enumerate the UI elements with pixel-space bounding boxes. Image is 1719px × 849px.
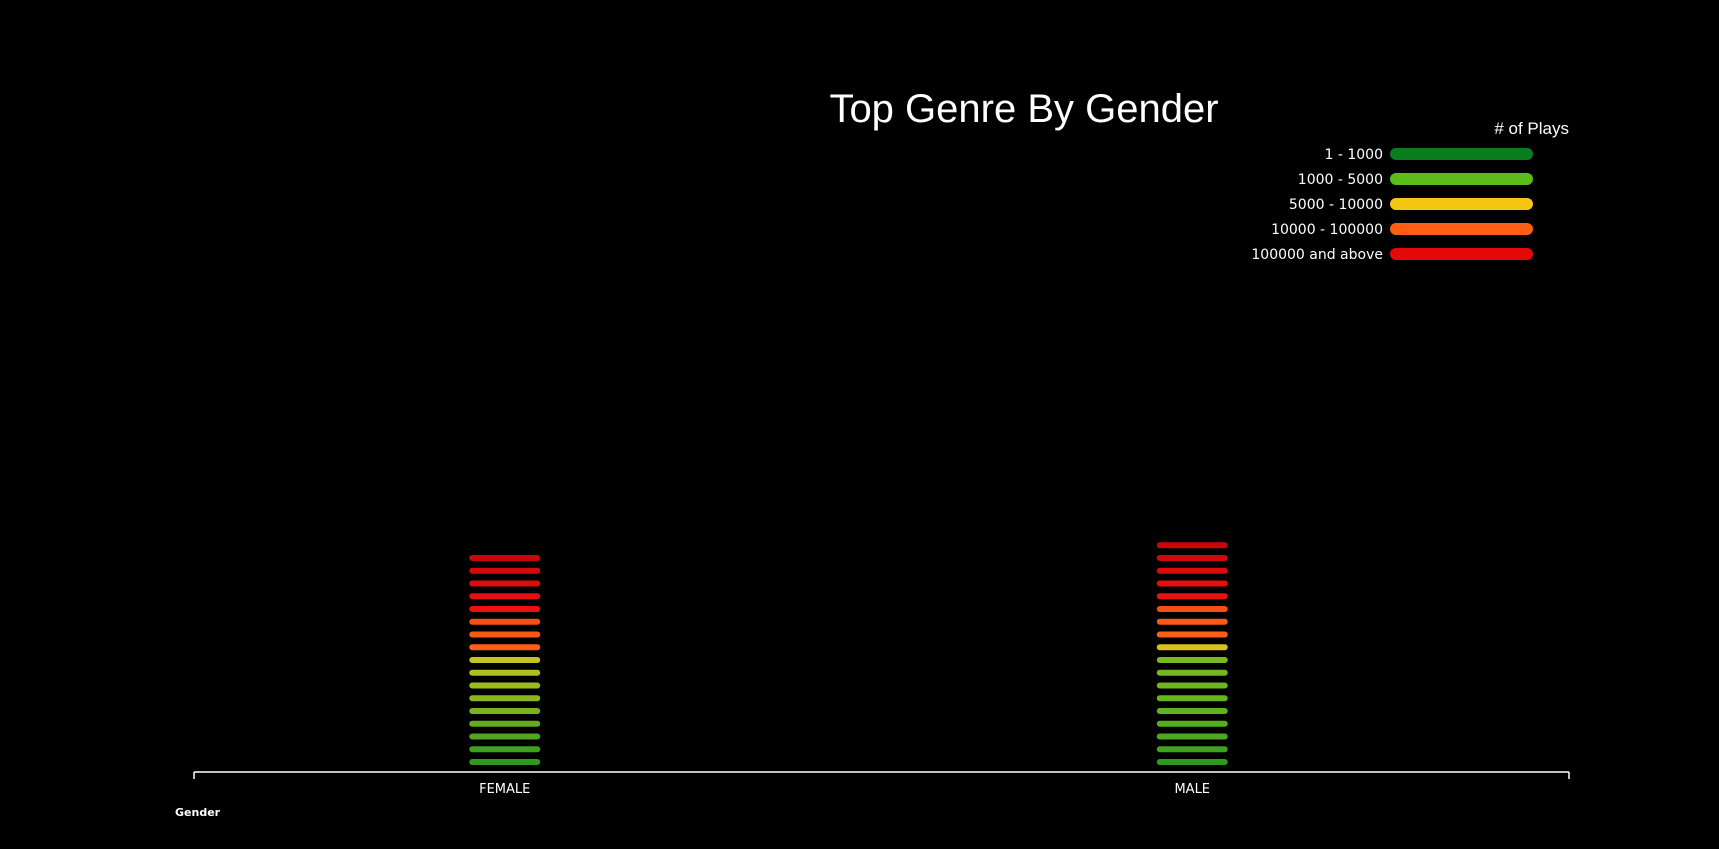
bar-segment-male	[1156, 657, 1228, 663]
bar-segment-female	[469, 720, 541, 727]
plot-area: FEMALE MALE Gender	[175, 542, 1570, 819]
bar-segment-male	[1156, 606, 1228, 612]
bar-segment-male	[1156, 567, 1228, 574]
x-axis: FEMALE MALE	[193, 771, 1570, 797]
bar-segment-male	[1156, 708, 1228, 714]
bar-segment-female	[469, 555, 541, 561]
bar-segment-female	[469, 657, 541, 663]
legend-label: 1 - 1000	[1325, 147, 1384, 163]
bar-segment-female	[469, 669, 541, 676]
legend-swatch	[1390, 148, 1533, 160]
bar-segment-female	[469, 682, 541, 689]
bar-segment-male	[1156, 555, 1228, 561]
bar-segment-female	[469, 631, 541, 638]
legend-label: 10000 - 100000	[1271, 222, 1383, 238]
bar-segment-female	[469, 746, 541, 753]
bar-segment-male	[1156, 733, 1228, 740]
bar-segment-male	[1156, 593, 1228, 600]
bar-segment-female	[469, 606, 541, 612]
bar-stacks	[469, 542, 1228, 765]
legend-swatch	[1390, 248, 1533, 260]
legend-label: 100000 and above	[1251, 247, 1383, 263]
x-tick-labels: FEMALE MALE	[479, 782, 1210, 797]
legend-swatch	[1390, 198, 1533, 210]
bar-segment-male	[1156, 631, 1228, 638]
legend-entries: 1 - 1000 1000 - 5000 5000 - 10000 10000 - 1…	[1251, 147, 1533, 263]
legend-swatch	[1390, 173, 1533, 185]
bar-segment-male	[1156, 746, 1228, 753]
bar-segment-female	[469, 618, 541, 625]
x-tick-label: FEMALE	[479, 782, 530, 797]
bar-segment-male	[1156, 618, 1228, 625]
x-tick-label: MALE	[1174, 782, 1210, 797]
bar-segment-male	[1156, 759, 1228, 765]
bar-segment-female	[469, 759, 541, 765]
chart-title: Top Genre By Gender	[829, 87, 1218, 131]
bar-segment-female	[469, 567, 541, 574]
bar-segment-male	[1156, 669, 1228, 676]
bar-segment-male	[1156, 682, 1228, 689]
bar-segment-female	[469, 644, 541, 651]
bar-segment-female	[469, 733, 541, 740]
legend-swatch	[1390, 223, 1533, 235]
bar-segment-male	[1156, 644, 1228, 651]
legend-label: 1000 - 5000	[1298, 172, 1383, 188]
bar-segment-male	[1156, 695, 1228, 702]
bar-segment-male	[1156, 542, 1228, 549]
bar-segment-female	[469, 708, 541, 714]
x-axis-label: Gender	[175, 806, 221, 819]
legend: # of Plays 1 - 1000 1000 - 5000 5000 - 100…	[1251, 119, 1569, 263]
bar-segment-female	[469, 593, 541, 600]
bar-segment-female	[469, 695, 541, 702]
bar-segment-female	[469, 580, 541, 587]
bar-segment-male	[1156, 580, 1228, 587]
bar-segment-male	[1156, 720, 1228, 727]
legend-title: # of Plays	[1494, 119, 1569, 138]
legend-label: 5000 - 10000	[1289, 197, 1383, 213]
